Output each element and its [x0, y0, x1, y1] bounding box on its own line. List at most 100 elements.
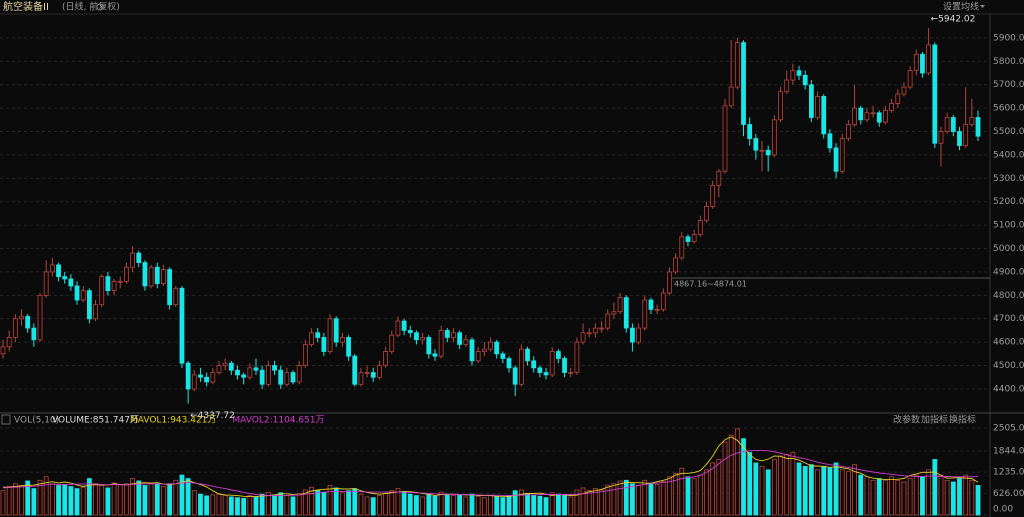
volume-bar [654, 484, 660, 516]
candle-body [290, 372, 296, 383]
volume-bar [839, 469, 845, 516]
volume-bar [549, 492, 555, 516]
candle-body [950, 117, 956, 132]
candle-body [667, 271, 672, 294]
volume-bar [438, 491, 444, 516]
volume-bar [722, 441, 728, 516]
indicator-button[interactable]: 加指标 [921, 414, 948, 426]
candle-body [500, 353, 506, 359]
indicator-button[interactable]: 换指标 [949, 414, 976, 426]
volume-bar [339, 492, 345, 516]
dropdown-arrow[interactable] [980, 5, 985, 8]
y-tick-label: 5000.00 [993, 244, 1024, 254]
volume-bar [494, 496, 500, 516]
volume-bar [290, 496, 296, 516]
volume-bar [352, 488, 358, 516]
volume-bar [580, 487, 586, 516]
candle-body [420, 337, 426, 341]
candle-body [451, 332, 456, 338]
volume-bar [241, 497, 247, 516]
help-icon[interactable] [1, 414, 11, 425]
candle-body [895, 93, 901, 104]
candle-body [6, 337, 12, 348]
candle-body [630, 327, 635, 343]
candle-body [734, 42, 740, 88]
volume-bar [895, 479, 901, 516]
indicator-button[interactable]: 改参数 [893, 414, 920, 426]
settings-button[interactable]: 设置均线 [943, 1, 979, 13]
volume-bar [259, 493, 265, 516]
y-tick-label: 4600.00 [993, 338, 1024, 348]
candle-body [722, 105, 728, 172]
candle-body [673, 257, 679, 273]
candle-body [198, 374, 203, 378]
candle-body [407, 330, 413, 334]
candle-body [179, 287, 185, 364]
candle-body [302, 344, 308, 366]
volume-bar [142, 485, 148, 516]
candle-body [704, 206, 709, 221]
candle-body [438, 330, 444, 357]
volume-bar [543, 497, 549, 516]
candle-body [975, 117, 981, 137]
candle-body [685, 236, 691, 242]
high-annotation: ←5942.02 [931, 15, 976, 25]
volume-bar [346, 490, 351, 516]
candle-body [161, 269, 166, 285]
candle-body [86, 290, 92, 320]
candle-body [562, 358, 567, 373]
volume-bar [562, 495, 567, 516]
volume-bar [938, 474, 944, 516]
candle-body [784, 79, 790, 93]
candle-body [864, 112, 870, 121]
volume-bar [111, 482, 117, 516]
volume-bar [395, 488, 401, 516]
y-tick-label: 0.00 [993, 505, 1013, 515]
candle-body [660, 292, 666, 310]
volume-bar [907, 478, 913, 516]
gear-icon[interactable] [96, 3, 104, 11]
volume-bar [611, 483, 617, 516]
volume-bar [426, 494, 432, 516]
volume-bar [716, 459, 722, 516]
volume-bar [667, 476, 672, 516]
volume-bar [321, 492, 327, 516]
volume-bar [617, 480, 623, 516]
volume-bar [685, 476, 691, 516]
volume-bar [599, 489, 604, 516]
candle-body [31, 327, 37, 341]
y-tick-label: 5600.00 [993, 104, 1024, 114]
volume-bar [876, 478, 882, 516]
volume-bar [148, 483, 154, 516]
y-tick-label: 5400.00 [993, 150, 1024, 160]
volume-bar [327, 485, 333, 516]
volume-bar [889, 476, 895, 516]
candle-body [599, 327, 604, 330]
volume-bar [765, 469, 771, 516]
volume-bar [364, 496, 370, 516]
volume-bar [222, 495, 228, 516]
volume-bar [642, 479, 648, 516]
volume-bar [852, 464, 857, 516]
volume-bar [901, 481, 907, 516]
candle-body [531, 360, 537, 369]
volume-bar [198, 493, 203, 516]
candle-body [383, 351, 388, 366]
candle-body [142, 262, 148, 287]
candle-body [549, 351, 555, 376]
candle-body [518, 348, 524, 385]
volume-bar [525, 493, 530, 516]
volume-bar [833, 462, 839, 516]
volume-bar [636, 484, 642, 516]
volume-bar [846, 471, 851, 516]
ma-legend: MAVOL2:1104.651万 [232, 416, 324, 426]
volume-bar [414, 495, 419, 516]
candle-body [136, 252, 142, 263]
candle-body [636, 327, 642, 343]
candle-body [389, 334, 395, 352]
volume-bar [253, 496, 259, 516]
volume-bar [105, 487, 111, 516]
volume-bar [741, 438, 746, 516]
volume-bar [0, 490, 6, 516]
candle-body [265, 365, 271, 385]
